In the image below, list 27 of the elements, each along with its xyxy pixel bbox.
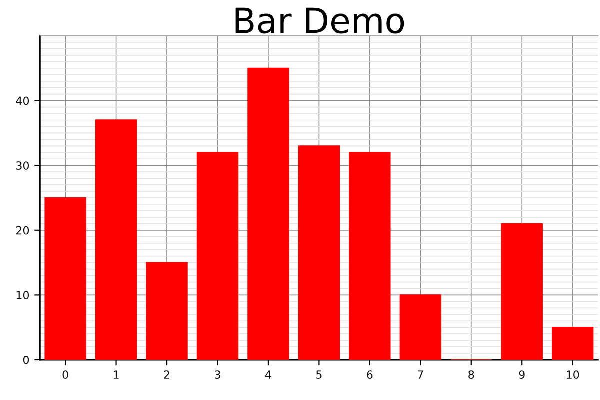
x-tick-label: 2: [164, 370, 170, 379]
x-tick-label: 7: [418, 370, 424, 379]
x-tick-label: 3: [215, 370, 220, 380]
bar: [501, 223, 543, 360]
x-tick-label: 1: [114, 370, 119, 379]
x-tick-label: 0: [62, 370, 68, 380]
y-tick-label: 20: [16, 226, 30, 235]
x-tick-label: 9: [519, 370, 525, 380]
bar: [552, 327, 594, 360]
bar: [146, 262, 188, 360]
bar: [95, 120, 138, 360]
x-tick-label: 10: [566, 370, 580, 380]
bar: [400, 294, 442, 360]
x-tick-label: 5: [316, 370, 322, 380]
bar: [196, 152, 239, 360]
chart-title: Bar Demo: [236, 8, 404, 34]
bar: [298, 146, 340, 360]
y-tick-label: 30: [16, 162, 30, 170]
x-tick-label: 6: [367, 370, 373, 380]
y-tick-label: 40: [16, 96, 30, 106]
x-tick-label: 8: [468, 370, 474, 380]
y-tick-label: 0: [23, 356, 30, 364]
x-tick-label: 4: [265, 370, 272, 379]
bar: [44, 197, 86, 360]
bar: [248, 68, 290, 360]
bar: [349, 152, 391, 360]
y-tick-label: 10: [16, 291, 30, 300]
